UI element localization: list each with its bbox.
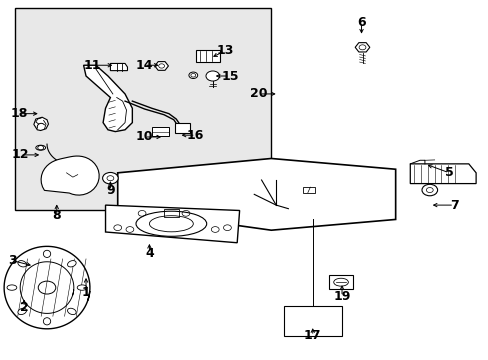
Polygon shape	[34, 117, 48, 131]
Polygon shape	[41, 156, 99, 195]
Polygon shape	[110, 63, 127, 71]
Polygon shape	[105, 205, 239, 243]
Bar	[15, 8, 271, 211]
Text: 1: 1	[81, 287, 90, 300]
Ellipse shape	[7, 285, 17, 290]
Text: 10: 10	[136, 130, 153, 144]
Bar	[163, 209, 178, 217]
Circle shape	[205, 71, 219, 81]
Bar	[175, 123, 189, 134]
Circle shape	[421, 184, 437, 196]
Text: 17: 17	[304, 329, 321, 342]
Bar	[283, 306, 341, 336]
Ellipse shape	[36, 145, 45, 150]
Text: 6: 6	[356, 16, 365, 29]
Text: 20: 20	[250, 87, 267, 100]
Text: 13: 13	[216, 44, 233, 57]
Bar	[328, 275, 352, 289]
Polygon shape	[118, 158, 395, 230]
Ellipse shape	[67, 308, 76, 315]
Text: 14: 14	[136, 59, 153, 72]
Text: 3: 3	[9, 254, 17, 267]
Ellipse shape	[43, 250, 51, 257]
Ellipse shape	[77, 285, 87, 290]
Text: 7: 7	[449, 199, 458, 212]
Text: 16: 16	[187, 129, 204, 142]
Text: 5: 5	[444, 166, 453, 179]
Text: 2: 2	[20, 301, 28, 314]
Ellipse shape	[18, 308, 26, 315]
Text: 15: 15	[221, 69, 238, 82]
Polygon shape	[409, 164, 475, 184]
Ellipse shape	[18, 261, 26, 267]
Polygon shape	[83, 65, 132, 132]
Bar	[195, 50, 220, 62]
Ellipse shape	[67, 261, 76, 267]
Text: 11: 11	[83, 59, 101, 72]
Polygon shape	[354, 42, 369, 52]
Circle shape	[102, 172, 118, 184]
Text: 9: 9	[106, 184, 115, 197]
Text: 4: 4	[145, 247, 154, 260]
Polygon shape	[155, 62, 168, 70]
Text: 18: 18	[11, 107, 28, 120]
Text: 19: 19	[333, 290, 350, 303]
Text: 12: 12	[11, 148, 29, 161]
Ellipse shape	[136, 211, 206, 236]
Text: 8: 8	[52, 210, 61, 222]
Ellipse shape	[188, 72, 197, 78]
Bar	[152, 127, 169, 136]
Polygon shape	[303, 187, 315, 193]
Ellipse shape	[43, 318, 51, 325]
